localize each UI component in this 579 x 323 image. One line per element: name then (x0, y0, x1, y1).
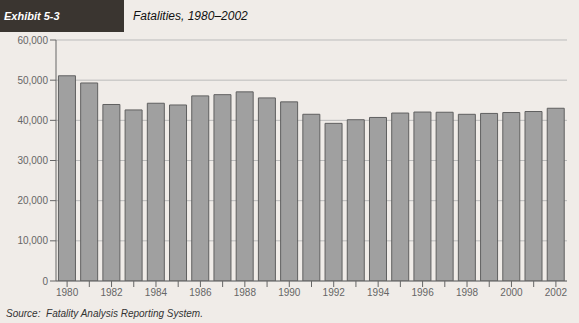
svg-text:0: 0 (42, 276, 48, 287)
svg-text:1988: 1988 (234, 287, 257, 298)
html-text:Fatalities, 1980–2002: Fatalities, 1980–2002 (133, 9, 248, 23)
svg-text:1982: 1982 (100, 287, 123, 298)
svg-text:1980: 1980 (56, 287, 79, 298)
svg-text:1994: 1994 (367, 287, 390, 298)
svg-text:30,000: 30,000 (17, 155, 48, 166)
svg-text:2000: 2000 (500, 287, 523, 298)
svg-text:50,000: 50,000 (17, 75, 48, 86)
svg-text:1984: 1984 (145, 287, 168, 298)
svg-text:1986: 1986 (189, 287, 212, 298)
svg-text:2002: 2002 (545, 287, 568, 298)
svg-text:1996: 1996 (411, 287, 434, 298)
svg-text:40,000: 40,000 (17, 115, 48, 126)
svg-text:1998: 1998 (456, 287, 479, 298)
svg-text:10,000: 10,000 (17, 235, 48, 246)
svg-text:1992: 1992 (323, 287, 346, 298)
html-text:Source: Fatality Analysis Repo: Source: Fatality Analysis Reporting Syst… (6, 307, 203, 319)
svg-text:60,000: 60,000 (17, 35, 48, 46)
html-text:Exhibit 5-3: Exhibit 5-3 (4, 10, 60, 22)
svg-text:20,000: 20,000 (17, 195, 48, 206)
svg-text:1990: 1990 (278, 287, 301, 298)
